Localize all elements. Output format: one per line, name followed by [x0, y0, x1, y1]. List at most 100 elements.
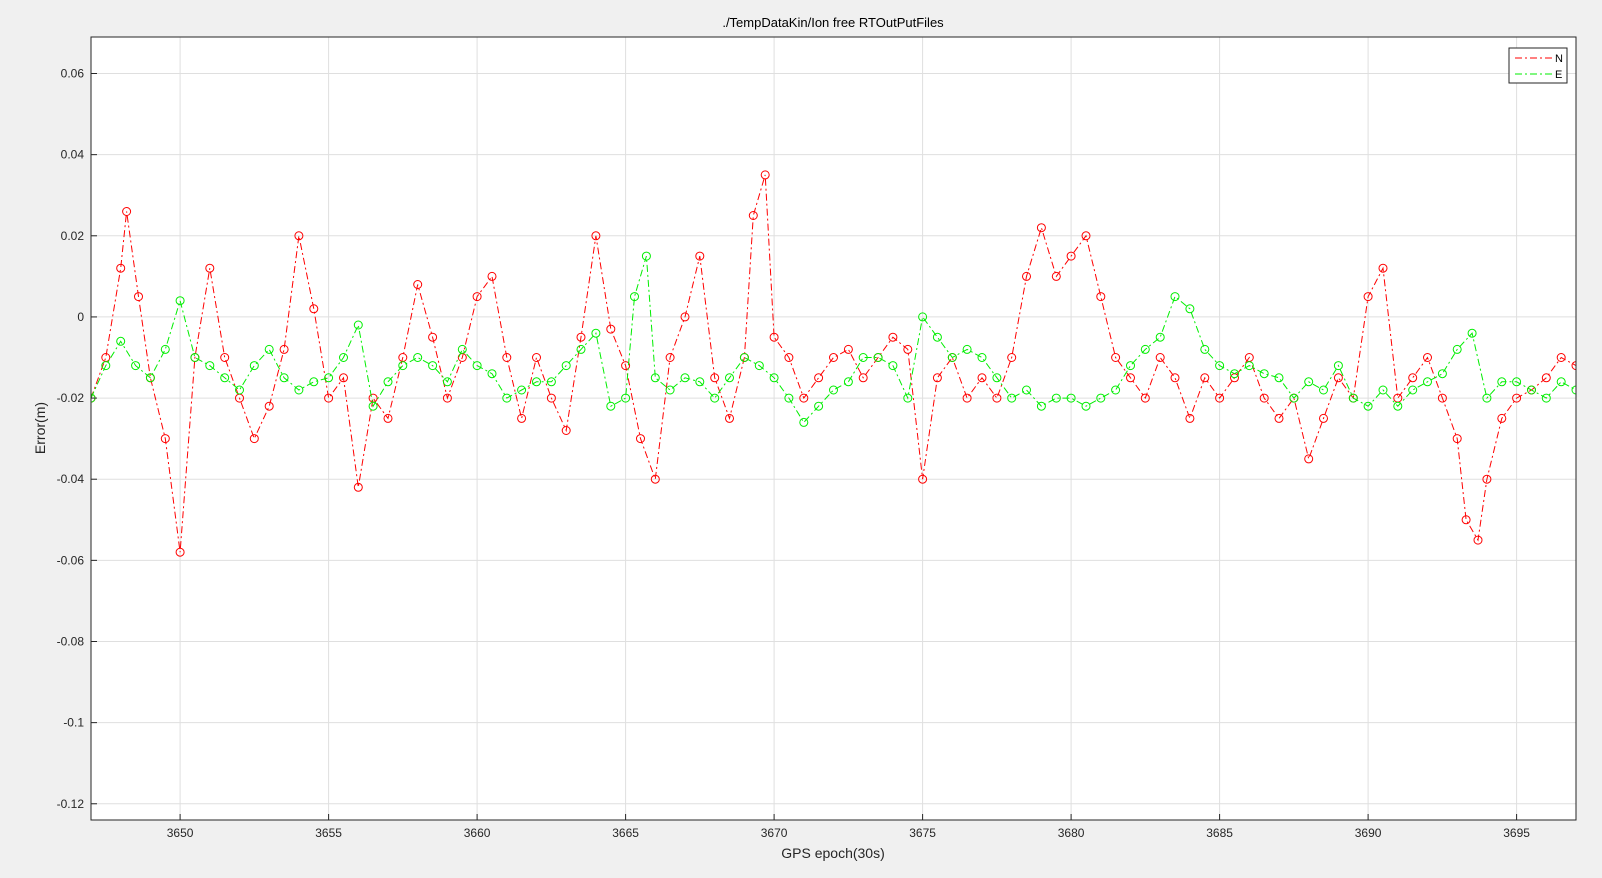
data-point-e — [1393, 401, 1403, 411]
grid-lines — [91, 37, 1576, 820]
data-point-e — [1274, 373, 1284, 383]
data-point-n — [829, 353, 838, 362]
data-point-e — [353, 320, 363, 330]
data-point-n — [205, 263, 215, 273]
data-point-e — [1378, 385, 1388, 395]
tick-labels: 3650 3655 3660 3665 3670 3675 3680 3685 3690 3695… — [57, 67, 1531, 840]
legend-label-e: E — [1555, 69, 1562, 81]
data-point-n — [977, 373, 987, 383]
data-point-n — [1140, 393, 1150, 403]
data-point-e — [1527, 385, 1536, 395]
x-tick-label: 3665 — [612, 826, 639, 840]
data-point-e — [932, 332, 942, 342]
y-tick-label: 0.06 — [61, 67, 85, 81]
data-point-e — [324, 373, 334, 383]
data-point-e — [175, 296, 185, 306]
data-point-e — [784, 393, 794, 403]
y-axis-label: Error(m) — [32, 402, 48, 454]
chart-title: ./TempDataKin/Ion free RTOutPutFiles — [722, 15, 944, 30]
data-point-n — [621, 361, 631, 371]
data-point-e — [977, 353, 987, 362]
data-point-n — [725, 413, 734, 423]
data-point-e — [1170, 292, 1180, 302]
data-point-e — [1304, 377, 1314, 387]
data-point-n — [1363, 292, 1373, 302]
data-point-e — [1051, 393, 1061, 403]
data-point-e — [799, 417, 809, 427]
data-point-e — [918, 312, 928, 322]
data-point-n — [760, 170, 770, 180]
data-point-e — [532, 377, 541, 387]
data-point-e — [190, 353, 200, 362]
data-point-e — [457, 344, 467, 354]
data-point-n — [888, 332, 898, 342]
data-point-e — [309, 377, 319, 387]
series-e — [91, 251, 1576, 427]
data-point-n — [918, 474, 928, 484]
data-point-e — [606, 401, 616, 411]
data-point-e — [725, 373, 734, 383]
legend-label-n: N — [1555, 53, 1563, 65]
data-point-n — [249, 434, 259, 444]
data-point-e — [1022, 385, 1031, 395]
data-point-n — [858, 373, 868, 383]
x-tick-label: 3695 — [1503, 826, 1530, 840]
data-point-e — [1437, 369, 1447, 379]
data-point-n — [339, 373, 348, 383]
data-point-e — [843, 377, 853, 387]
data-point-n — [220, 353, 230, 362]
data-point-e — [1007, 393, 1017, 403]
data-point-e — [650, 373, 660, 383]
data-point-n — [309, 304, 319, 314]
data-point-n — [843, 344, 853, 354]
data-point-n — [1423, 353, 1432, 362]
series-n — [91, 170, 1576, 557]
data-point-n — [784, 353, 794, 362]
data-point-n — [353, 482, 363, 492]
data-point-e — [1081, 401, 1091, 411]
data-point-n — [561, 426, 571, 435]
data-point-e — [145, 373, 155, 383]
data-point-e — [339, 353, 348, 362]
x-tick-label: 3670 — [761, 826, 788, 840]
data-point-n — [1274, 413, 1284, 423]
data-point-e — [101, 361, 111, 371]
data-point-e — [116, 336, 126, 346]
data-point-e — [279, 373, 289, 383]
plot-area — [91, 37, 1576, 820]
data-point-e — [903, 393, 913, 403]
data-point-e — [1452, 344, 1462, 354]
data-point-n — [1541, 373, 1551, 383]
series-layer — [91, 170, 1576, 557]
data-point-e — [962, 344, 972, 354]
data-point-e — [680, 373, 690, 383]
data-point-e — [235, 385, 244, 395]
data-point-n — [1215, 393, 1225, 403]
data-point-n — [487, 271, 497, 281]
data-point-e — [205, 361, 215, 371]
data-point-e — [442, 377, 452, 387]
data-point-e — [754, 361, 764, 371]
data-point-n — [160, 434, 170, 444]
x-tick-label: 3690 — [1355, 826, 1382, 840]
y-tick-label: 0.04 — [61, 148, 85, 162]
data-point-n — [175, 547, 185, 557]
data-point-n — [992, 393, 1002, 403]
data-point-n — [650, 474, 660, 484]
data-point-e — [829, 385, 838, 395]
data-point-e — [591, 328, 601, 338]
data-point-n — [472, 292, 482, 302]
data-point-n — [502, 353, 512, 362]
data-point-e — [1185, 304, 1195, 314]
data-point-n — [636, 434, 645, 444]
data-point-n — [1096, 292, 1106, 302]
data-point-n — [442, 393, 452, 403]
data-point-e — [383, 377, 393, 387]
data-point-e — [769, 373, 779, 383]
y-tick-label: -0.12 — [57, 797, 85, 811]
x-tick-label: 3655 — [315, 826, 342, 840]
data-point-e — [1363, 401, 1373, 411]
x-tick-label: 3680 — [1058, 826, 1085, 840]
data-point-e — [695, 377, 705, 387]
